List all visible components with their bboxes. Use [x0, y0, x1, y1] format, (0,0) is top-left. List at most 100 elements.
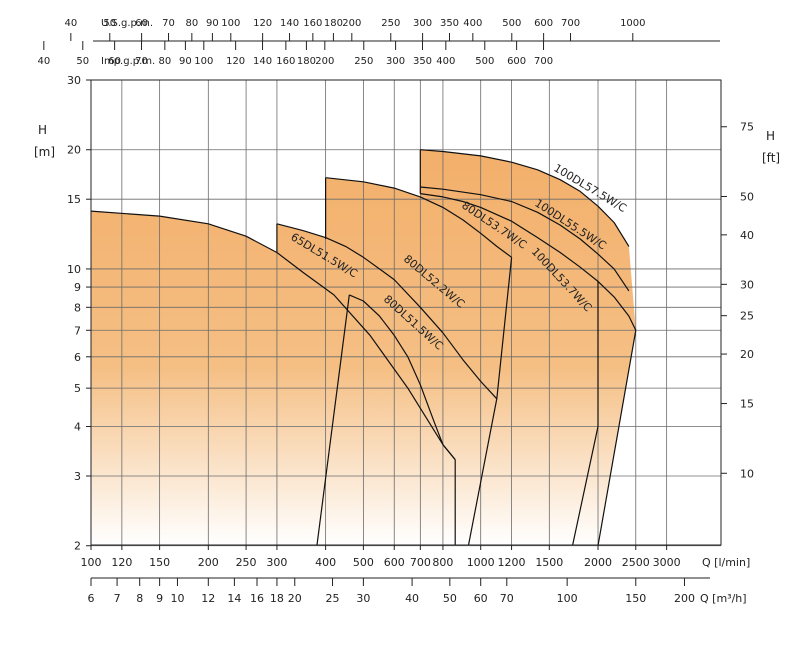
- y-tick-label: 2: [74, 540, 81, 553]
- y-tick-label: 4: [74, 421, 81, 434]
- impgpm-tick-label: 200: [315, 56, 334, 67]
- x-tick-label: 2500: [622, 556, 650, 569]
- x-tick-label: 150: [149, 556, 170, 569]
- grid-lines: [90, 79, 721, 547]
- m3h-tick-label: 10: [170, 592, 184, 605]
- curve-boundary: [467, 398, 498, 545]
- right-tick-label: 40: [740, 229, 754, 242]
- region-100DL5: [420, 149, 636, 545]
- x-tick-label: 2000: [584, 556, 612, 569]
- m3h-tick-label: 12: [201, 592, 215, 605]
- usgpm-tick-label: 120: [253, 18, 272, 29]
- impgpm-tick-label: 70: [135, 56, 148, 67]
- impgpm-tick-label: 700: [534, 56, 553, 67]
- m3h-tick-label: 7: [114, 592, 121, 605]
- m3h-tick-label: 100: [557, 592, 578, 605]
- impgpm-tick-label: 100: [194, 56, 213, 67]
- usgpm-tick-label: 90: [206, 18, 219, 29]
- usgpm-tick-label: 60: [135, 18, 148, 29]
- m3h-tick-label: 50: [443, 592, 457, 605]
- m3h-tick-label: 150: [625, 592, 646, 605]
- m3h-tick-label: 25: [326, 592, 340, 605]
- m3h-tick-label: 30: [356, 592, 370, 605]
- usgpm-tick-label: 70: [162, 18, 175, 29]
- x-tick-label: 1000: [467, 556, 495, 569]
- x-tick-label: 800: [432, 556, 453, 569]
- y-tick-label: 8: [74, 301, 81, 314]
- curve-100dl57-5w-c: [420, 149, 630, 247]
- y-tick-label: 30: [67, 74, 81, 87]
- curve-boundary: [572, 426, 599, 545]
- curve-boundary: [496, 257, 513, 399]
- usgpm-tick-label: 350: [440, 18, 459, 29]
- usgpm-axis-title: U.S.g.p.m.: [101, 18, 153, 29]
- right-tick-label: 15: [740, 398, 754, 411]
- usgpm-tick-label: 500: [502, 18, 521, 29]
- x-tick-label: 200: [198, 556, 219, 569]
- x-tick-label: 3000: [653, 556, 681, 569]
- impgpm-tick-label: 400: [436, 56, 455, 67]
- impgpm-tick-label: 40: [37, 56, 50, 67]
- m3h-tick-label: 60: [474, 592, 488, 605]
- usgpm-tick-label: 200: [342, 18, 361, 29]
- plot-frame: [90, 79, 722, 546]
- usgpm-tick-label: 600: [534, 18, 553, 29]
- y-axis-unit-left: [m]: [34, 145, 55, 159]
- m3h-tick-label: 40: [405, 592, 419, 605]
- impgpm-tick-label: 80: [158, 56, 171, 67]
- curve-65dl51-5w-c: [91, 210, 456, 460]
- m3h-tick-label: 70: [500, 592, 514, 605]
- operating-regions: [91, 149, 636, 545]
- curve-boundary: [597, 330, 637, 545]
- m3h-tick-label: 14: [227, 592, 241, 605]
- y-tick-label: 20: [67, 144, 81, 157]
- x-tick-label: 300: [266, 556, 287, 569]
- right-tick-label: 25: [740, 310, 754, 323]
- usgpm-tick-label: 140: [280, 18, 299, 29]
- m3h-tick-label: 16: [250, 592, 264, 605]
- y-axis-title-left: H: [38, 123, 47, 137]
- right-tick-label: 50: [740, 190, 754, 203]
- impgpm-tick-label: 500: [475, 56, 494, 67]
- m3h-axis-title: Q [m³/h]: [700, 592, 747, 605]
- y-tick-label: 10: [67, 263, 81, 276]
- m3h-tick-label: 20: [288, 592, 302, 605]
- x-tick-label: 1200: [498, 556, 526, 569]
- right-tick-label: 20: [740, 348, 754, 361]
- right-tick-label: 30: [740, 278, 754, 291]
- m3h-tick-label: 8: [136, 592, 143, 605]
- usgpm-tick-label: 50: [103, 18, 116, 29]
- impgpm-tick-label: 160: [276, 56, 295, 67]
- y-tick-label: 9: [74, 281, 81, 294]
- impgpm-tick-label: 600: [507, 56, 526, 67]
- x-tick-label: 120: [111, 556, 132, 569]
- y-tick-label: 3: [74, 470, 81, 483]
- curve-100dl55-5w-c: [420, 186, 630, 292]
- curve-80dl52-2w-c: [276, 223, 498, 400]
- curve-80dl53-7w-c: [325, 177, 512, 258]
- impgpm-tick-label: 140: [253, 56, 272, 67]
- usgpm-tick-label: 100: [221, 18, 240, 29]
- x-tick-label: 250: [236, 556, 257, 569]
- impgpm-axis-title: Imp.g.p.m.: [101, 56, 155, 67]
- x-axis-title: Q [l/min]: [702, 556, 750, 569]
- y-axis-title-right: H: [766, 129, 775, 143]
- impgpm-tick-label: 90: [179, 56, 192, 67]
- x-tick-label: 100: [81, 556, 102, 569]
- usgpm-tick-label: 700: [561, 18, 580, 29]
- usgpm-tick-label: 400: [463, 18, 482, 29]
- curve-80dl51-5w-c: [349, 294, 456, 460]
- m3h-tick-label: 6: [88, 592, 95, 605]
- y-tick-label: 5: [74, 382, 81, 395]
- impgpm-tick-label: 350: [413, 56, 432, 67]
- usgpm-tick-label: 40: [64, 18, 77, 29]
- x-tick-label: 400: [315, 556, 336, 569]
- y-tick-label: 7: [74, 324, 81, 337]
- x-tick-label: 600: [384, 556, 405, 569]
- usgpm-tick-label: 300: [413, 18, 432, 29]
- right-tick-label: 75: [740, 121, 754, 134]
- x-tick-label: 500: [353, 556, 374, 569]
- m3h-tick-label: 18: [270, 592, 284, 605]
